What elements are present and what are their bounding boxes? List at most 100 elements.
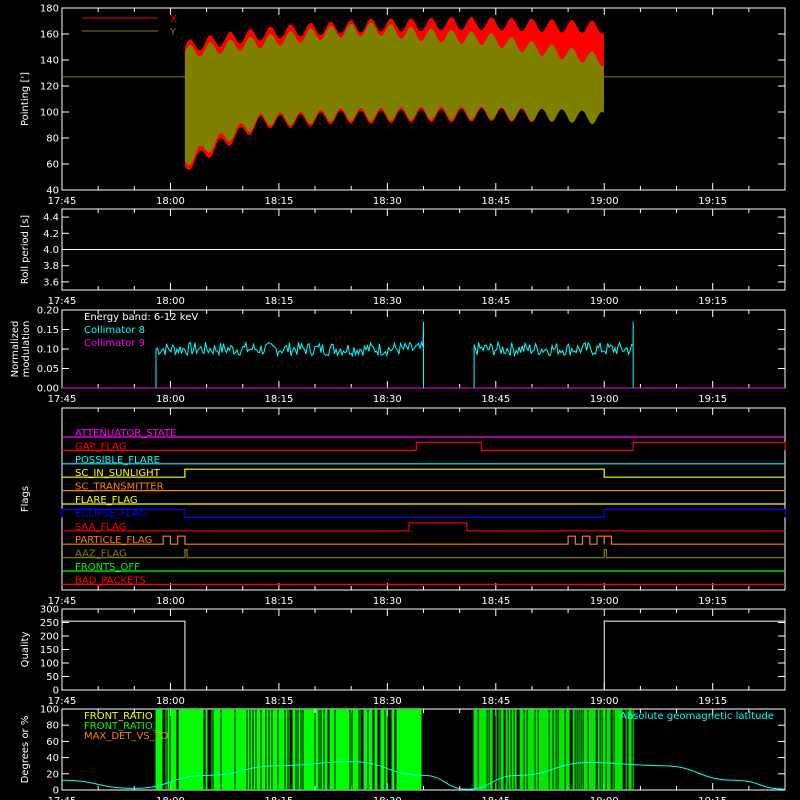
y-axis-label: Normalized [10, 321, 21, 378]
panel-roll: 17:45 18:00 18:15 18:30 18:45 19:00 19:15 3.6 3.… [20, 208, 786, 307]
y-tick-label: 140 [40, 56, 59, 67]
x-tick-label: 19:00 [590, 796, 619, 800]
collimator8-segment [473, 321, 634, 388]
y-tick-label: 40 [46, 186, 59, 197]
legend-label-x: X [170, 14, 177, 25]
x-tick-label: 18:30 [373, 596, 402, 607]
y-tick-label: 100 [40, 108, 59, 119]
y-tick-label: 4.2 [43, 229, 59, 240]
x-tick-label: 17:45 [48, 196, 77, 207]
y-tick-label: 300 [40, 605, 59, 616]
x-tick-label: 18:45 [481, 596, 510, 607]
x-tick-label: 18:00 [156, 196, 185, 207]
panel-modulation: 17:45 18:00 18:15 18:30 18:45 19:00 19:15 0.00 0… [10, 306, 786, 405]
x-tick-label: 18:00 [156, 394, 185, 405]
series-band-y [184, 22, 604, 166]
flag-label: SC_IN_SUNLIGHT [75, 468, 161, 479]
y-tick-label: 0.10 [37, 345, 59, 356]
y-tick-label: 60 [46, 160, 59, 171]
flag-label: PARTICLE_FLAG [75, 535, 152, 546]
x-tick-label: 18:00 [156, 296, 185, 307]
flag-label: GAP_FLAG [75, 441, 127, 452]
flag-trace [62, 549, 785, 559]
y-tick-label: 250 [40, 618, 59, 629]
x-tick-label: 17:45 [48, 796, 77, 800]
y-tick-label: 100 [40, 705, 59, 716]
x-tick-label: 19:00 [590, 394, 619, 405]
y-tick-label: 0.00 [37, 384, 59, 395]
flag-label: ATTENUATOR_STATE [75, 428, 176, 439]
flag-label: POSSIBLE_FLARE [75, 455, 160, 466]
y-tick-label: 160 [40, 30, 59, 41]
y-tick-label: 20 [46, 769, 59, 780]
y-tick-label: 80 [46, 134, 59, 145]
x-tick-label: 18:30 [373, 394, 402, 405]
flag-label: ECLIPSE_FLAG [75, 508, 146, 519]
y-tick-label: 100 [40, 659, 59, 670]
x-tick-label: 17:45 [48, 696, 77, 707]
x-tick-label: 18:45 [481, 696, 510, 707]
panel-flags: 17:45 18:00 18:15 18:30 18:45 19:00 19:15 Flags… [20, 407, 786, 607]
x-tick-label: 18:15 [264, 296, 293, 307]
x-tick-label: 18:15 [264, 394, 293, 405]
y-tick-label: 0.20 [37, 306, 59, 317]
legend-label-geomagnetic-latitude: Absolute geomagnetic latitude [620, 711, 774, 722]
x-tick-label: 18:15 [264, 696, 293, 707]
legend-label-collimator: Collimator 9 [84, 338, 145, 349]
y-tick-label: 3.6 [43, 277, 59, 288]
x-tick-label: 18:30 [373, 196, 402, 207]
x-tick-label: 18:00 [156, 796, 185, 800]
legend-title: Energy band: 6-12 keV [84, 312, 198, 323]
y-tick-label: 0 [53, 786, 59, 797]
flag-label: AAZ_FLAG [75, 549, 127, 560]
y-tick-label: 0.05 [37, 364, 59, 375]
x-tick-label: 19:00 [590, 696, 619, 707]
x-tick-label: 18:30 [373, 296, 402, 307]
x-tick-label: 19:15 [698, 696, 727, 707]
legend-label-front-ratio-2: FRONT_RATIO_ [84, 721, 159, 732]
y-axis-label: Roll period [s] [20, 215, 31, 284]
y-tick-label: 40 [46, 753, 59, 764]
x-tick-label: 18:45 [481, 394, 510, 405]
x-tick-label: 19:00 [590, 196, 619, 207]
y-tick-label: 150 [40, 645, 59, 656]
x-tick-label: 19:00 [590, 596, 619, 607]
flag-label: SC_TRANSMITTER [75, 482, 164, 493]
y-tick-label: 60 [46, 737, 59, 748]
x-tick-label: 19:15 [698, 296, 727, 307]
y-tick-label: 200 [40, 632, 59, 643]
y-tick-label: 80 [46, 721, 59, 732]
x-tick-label: 17:45 [48, 394, 77, 405]
flag-label: SAA_FLAG [75, 522, 126, 533]
legend-label-max-det: MAX_DET_VS_TO [84, 731, 169, 742]
x-tick-label: 17:45 [48, 596, 77, 607]
flag-trace [62, 468, 785, 478]
geomagnetic-latitude-line [61, 761, 786, 790]
y-axis-label: Pointing ['] [20, 72, 31, 126]
x-tick-label: 19:15 [698, 596, 727, 607]
x-tick-label: 19:15 [698, 796, 727, 800]
x-tick-label: 19:15 [698, 196, 727, 207]
collimator8-segment [155, 321, 424, 388]
x-tick-label: 17:45 [48, 296, 77, 307]
flag-trace [62, 522, 785, 532]
y-tick-label: 0.15 [37, 325, 59, 336]
x-tick-label: 18:30 [373, 696, 402, 707]
x-tick-label: 19:00 [590, 296, 619, 307]
legend-label-collimator: Collimator 8 [84, 325, 145, 336]
y-axis-label: modulation [21, 321, 32, 378]
x-tick-label: 18:30 [373, 796, 402, 800]
y-tick-label: 4.0 [43, 245, 59, 256]
y-axis-label: Flags [20, 486, 31, 512]
x-tick-label: 18:15 [264, 796, 293, 800]
x-tick-label: 19:15 [698, 394, 727, 405]
flag-trace [62, 441, 786, 451]
legend-label-y: Y [169, 27, 177, 38]
flag-label: FLARE_FLAG [75, 495, 138, 506]
x-tick-label: 18:45 [481, 796, 510, 800]
y-tick-label: 0 [53, 686, 59, 697]
x-tick-label: 18:45 [481, 296, 510, 307]
y-tick-label: 180 [40, 4, 59, 15]
y-tick-label: 4.4 [43, 213, 59, 224]
